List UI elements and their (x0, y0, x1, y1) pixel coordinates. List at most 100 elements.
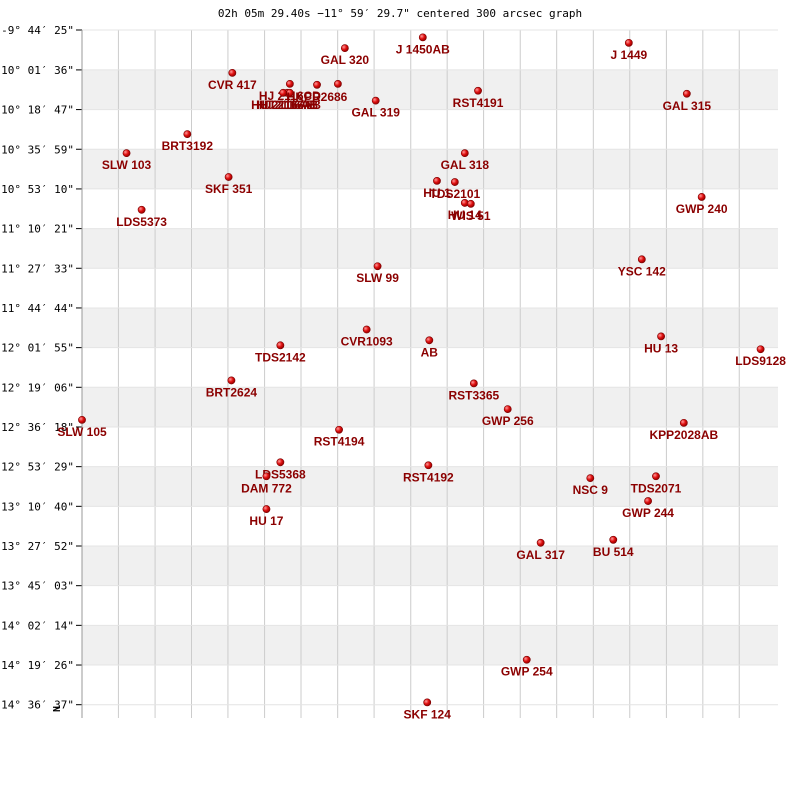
shaded-band (82, 466, 778, 507)
star-label: LDS5373 (116, 215, 167, 229)
star-label: RST4194 (314, 435, 365, 449)
star-label: GWP 254 (501, 665, 553, 679)
star-label: LDS5368 (255, 467, 306, 481)
star-marker (423, 698, 432, 707)
shaded-band (82, 387, 778, 427)
star-label: BRT2624 (206, 385, 258, 399)
star-label: GWP 240 (676, 202, 728, 216)
star-marker (756, 345, 765, 354)
star-label: RST3365 (448, 388, 499, 402)
tick-label: -14° 02′ 14" (0, 619, 74, 632)
star-label: RST4191 (453, 96, 504, 110)
star-marker (333, 79, 342, 88)
star-label: CVR1093 (341, 335, 393, 349)
star-label: GAL 319 (351, 106, 400, 120)
star-label: HKPR2686 (287, 90, 348, 104)
star-marker (285, 79, 294, 88)
star-label: DAM 772 (241, 481, 292, 495)
tick-label: -13° 27′ 52" (0, 540, 74, 553)
star-label: J 1450AB (396, 42, 450, 56)
star-marker (657, 332, 665, 341)
star-marker (183, 130, 192, 139)
shaded-band (82, 228, 778, 269)
tick-label: -12° 01′ 55" (0, 342, 74, 355)
star-marker (682, 89, 691, 98)
north-marker: N (52, 706, 63, 712)
horizontal-grid (82, 29, 778, 706)
star-label: SKF 351 (205, 182, 253, 196)
tick-label: -9° 44′ 25" (1, 24, 74, 37)
star-label: YSC 142 (618, 264, 666, 278)
tick-label: -10° 18′ 47" (0, 104, 74, 117)
star-marker (335, 425, 343, 434)
star-label: HU 17 (249, 514, 283, 528)
star-label: J 1449 (610, 48, 647, 62)
star-label: SLW 105 (57, 425, 107, 439)
shaded-band (82, 546, 778, 586)
star-marker (262, 472, 271, 481)
star-label: LDS9128 (735, 354, 786, 368)
star-marker (609, 535, 618, 544)
star-marker (276, 458, 285, 467)
star-marker (460, 149, 469, 158)
star-label: HU 13 (644, 341, 678, 355)
star-marker (522, 655, 531, 664)
star-marker (371, 96, 380, 105)
star-marker (450, 178, 459, 186)
star-marker (373, 262, 382, 271)
star-label: HJ 2116AB (256, 98, 318, 112)
star-label: RST4192 (403, 470, 454, 484)
star-label: GAL 315 (663, 99, 712, 113)
vertical-grid (117, 30, 740, 718)
star-marker (362, 325, 371, 334)
star-label: SLW 103 (102, 158, 152, 172)
star-marker (78, 415, 86, 424)
star-marker (276, 341, 285, 350)
star-marker (697, 193, 706, 201)
star-marker (466, 199, 475, 208)
star-marker (469, 379, 478, 388)
tick-label: -11° 44′ 44" (0, 302, 74, 315)
star-label: GWP 256 (482, 414, 534, 428)
tick-label: -11° 10′ 21" (0, 223, 74, 236)
star-label: HJ 2116AB (259, 98, 321, 112)
chart-title: 02h 05m 29.40s −11° 59′ 29.7" centered 3… (218, 7, 582, 20)
tick-label: -13° 10′ 40" (0, 500, 74, 513)
tick-label: -12° 19′ 06" (0, 381, 74, 394)
tick-label: -12° 53′ 29" (0, 461, 74, 474)
star-label: GAL 318 (441, 158, 490, 172)
star-marker (224, 173, 233, 181)
tick-label: -14° 19′ 26" (0, 659, 74, 672)
star-marker (679, 418, 688, 427)
star-label: GWP 244 (622, 506, 674, 520)
star-marker (425, 336, 434, 345)
star-marker (644, 497, 652, 505)
star-marker (418, 33, 427, 42)
tick-label: -10° 53′ 10" (0, 183, 74, 196)
star-marker (228, 68, 237, 77)
tick-label: -13° 45′ 03" (0, 580, 74, 593)
star-marker (652, 472, 660, 481)
star-label: TDS2101 (429, 187, 480, 201)
star-marker (340, 44, 349, 53)
star-label: BU 514 (593, 545, 634, 559)
shaded-band (82, 69, 778, 110)
star-label: KPP2028AB (649, 428, 718, 442)
star-marker (313, 80, 321, 89)
star-label: GAL 317 (516, 548, 565, 562)
star-label: BRT3192 (162, 139, 214, 153)
tick-label: -10° 35′ 59" (0, 143, 74, 156)
tick-label: -10° 01′ 36" (0, 64, 74, 77)
declination-axis: -9° 44′ 25" -10° 01′ 36" -10° 18′ 47" -10° … (0, 24, 82, 712)
band-layer (82, 69, 778, 666)
star-marker (424, 461, 433, 470)
star-label: WIS 51 (451, 209, 491, 223)
star-label: CVR 417 (208, 78, 257, 92)
star-label: SKF 124 (404, 707, 452, 721)
shaded-band (82, 625, 778, 666)
star-marker (637, 255, 646, 264)
star-marker (474, 86, 482, 95)
star-label: NSC 9 (573, 483, 609, 497)
tick-label: -11° 27′ 33" (0, 262, 74, 275)
